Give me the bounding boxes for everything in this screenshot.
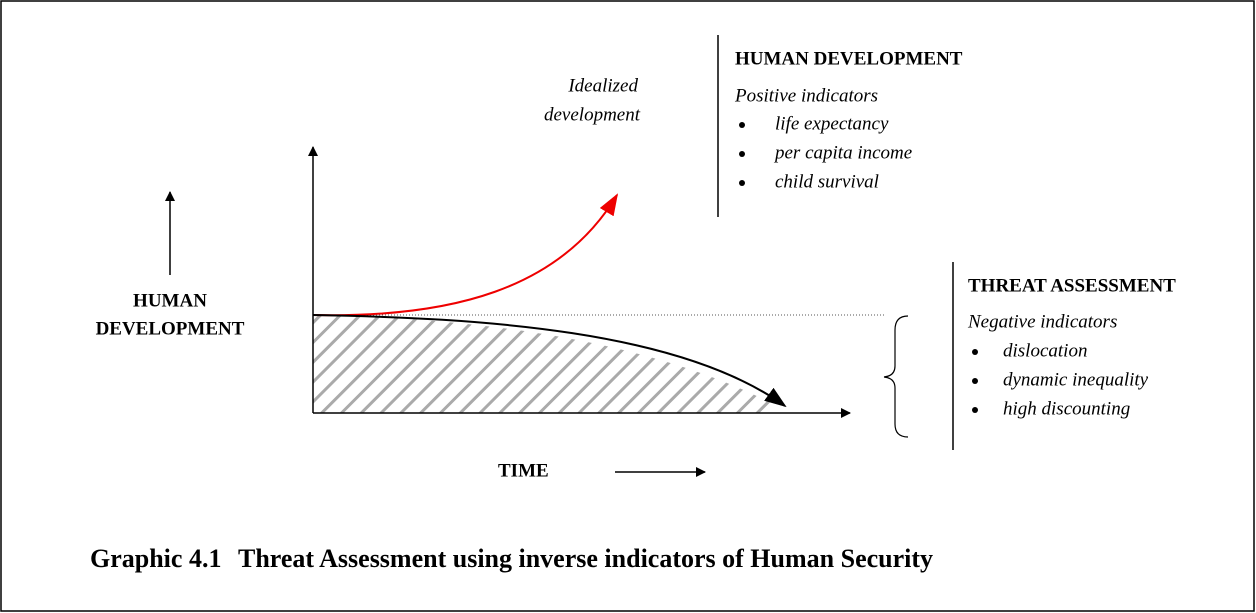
indicator-item: life expectancy (775, 113, 889, 134)
idealized-curve (312, 193, 619, 317)
bullet (972, 349, 978, 355)
indicator-item: high discounting (1003, 398, 1130, 419)
y-label: HUMAN (133, 290, 207, 311)
panel-subtitle: Negative indicators (967, 311, 1117, 332)
bullet (739, 151, 745, 157)
x-label: TIME (498, 460, 549, 481)
bullet (739, 122, 745, 128)
decline-curve (312, 314, 787, 408)
indicator-item: child survival (775, 171, 879, 192)
curve-label: development (544, 104, 641, 125)
bullet (739, 180, 745, 186)
panel-subtitle: Positive indicators (734, 85, 878, 106)
hatched-area (313, 315, 775, 413)
brace (883, 315, 909, 438)
bullet (972, 407, 978, 413)
panel-title: HUMAN DEVELOPMENT (735, 48, 963, 69)
y-label: DEVELOPMENT (96, 318, 245, 339)
curve-label: Idealized (567, 75, 638, 96)
indicator-item: dislocation (1003, 340, 1087, 361)
bullet (972, 378, 978, 384)
indicator-item: per capita income (773, 142, 912, 163)
caption-number: Graphic 4.1 (90, 544, 221, 573)
indicator-item: dynamic inequality (1003, 369, 1149, 390)
panel-title: THREAT ASSESSMENT (968, 275, 1176, 296)
caption-text: Threat Assessment using inverse indicato… (238, 544, 933, 573)
